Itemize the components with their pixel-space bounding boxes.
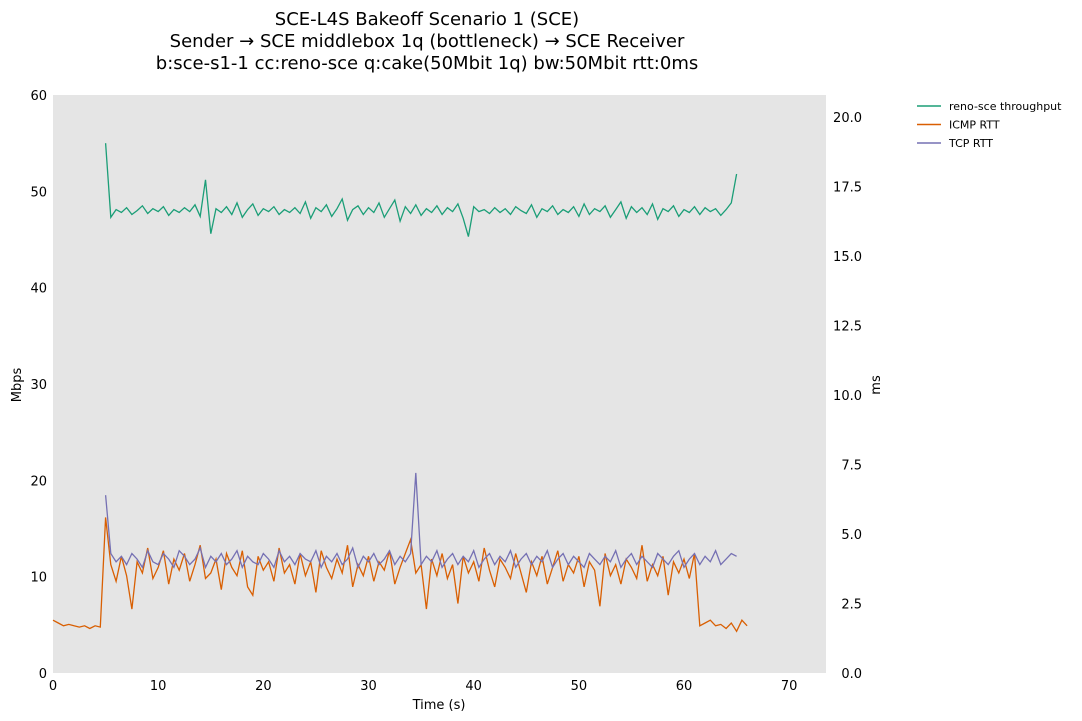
x-tick-label: 40 bbox=[465, 679, 482, 694]
chart-title-line-2: Sender → SCE middlebox 1q (bottleneck) →… bbox=[170, 31, 685, 52]
legend-entry: TCP RTT bbox=[948, 137, 993, 150]
y2-tick-label: 15.0 bbox=[833, 250, 862, 265]
plot-area bbox=[53, 95, 826, 673]
legend-entry: ICMP RTT bbox=[949, 119, 1000, 132]
y-tick-label: 20 bbox=[30, 474, 47, 489]
y2-tick-label: 7.5 bbox=[841, 459, 862, 474]
x-tick-label: 20 bbox=[255, 679, 272, 694]
x-tick-label: 50 bbox=[571, 679, 588, 694]
x-tick-label: 60 bbox=[676, 679, 693, 694]
y-tick-label: 60 bbox=[30, 89, 47, 104]
x-tick-label: 70 bbox=[781, 679, 798, 694]
y-tick-label: 50 bbox=[30, 185, 47, 200]
x-tick-label: 30 bbox=[360, 679, 377, 694]
chart-title-line-1: SCE-L4S Bakeoff Scenario 1 (SCE) bbox=[275, 9, 579, 30]
legend-entry: reno-sce throughput bbox=[949, 100, 1062, 113]
series-line-reno-sce-throughput bbox=[104, 143, 738, 237]
y-tick-label: 40 bbox=[30, 282, 47, 297]
y-axis-label: Mbps bbox=[10, 368, 25, 403]
y2-tick-label: 12.5 bbox=[833, 320, 862, 335]
series-line-icmp-rtt bbox=[52, 517, 748, 633]
x-tick-label: 10 bbox=[150, 679, 167, 694]
x-tick-label: 0 bbox=[49, 679, 57, 694]
y-tick-label: 30 bbox=[30, 378, 47, 393]
y2-axis-label: ms bbox=[869, 375, 884, 395]
y2-tick-label: 20.0 bbox=[833, 111, 862, 126]
y2-tick-label: 5.0 bbox=[841, 528, 862, 543]
y-tick-label: 10 bbox=[30, 571, 47, 586]
series-line-tcp-rtt bbox=[104, 472, 737, 570]
y2-tick-label: 2.5 bbox=[841, 598, 862, 613]
y2-tick-label: 17.5 bbox=[833, 181, 862, 196]
x-axis-label: Time (s) bbox=[412, 698, 466, 713]
legend: reno-sce throughput ICMP RTT TCP RTT bbox=[917, 100, 1062, 150]
y-tick-label: 0 bbox=[39, 667, 47, 682]
chart-title-line-3: b:sce-s1-1 cc:reno-sce q:cake(50Mbit 1q)… bbox=[156, 53, 698, 74]
y2-tick-label: 0.0 bbox=[841, 667, 862, 682]
y2-tick-label: 10.0 bbox=[833, 389, 862, 404]
